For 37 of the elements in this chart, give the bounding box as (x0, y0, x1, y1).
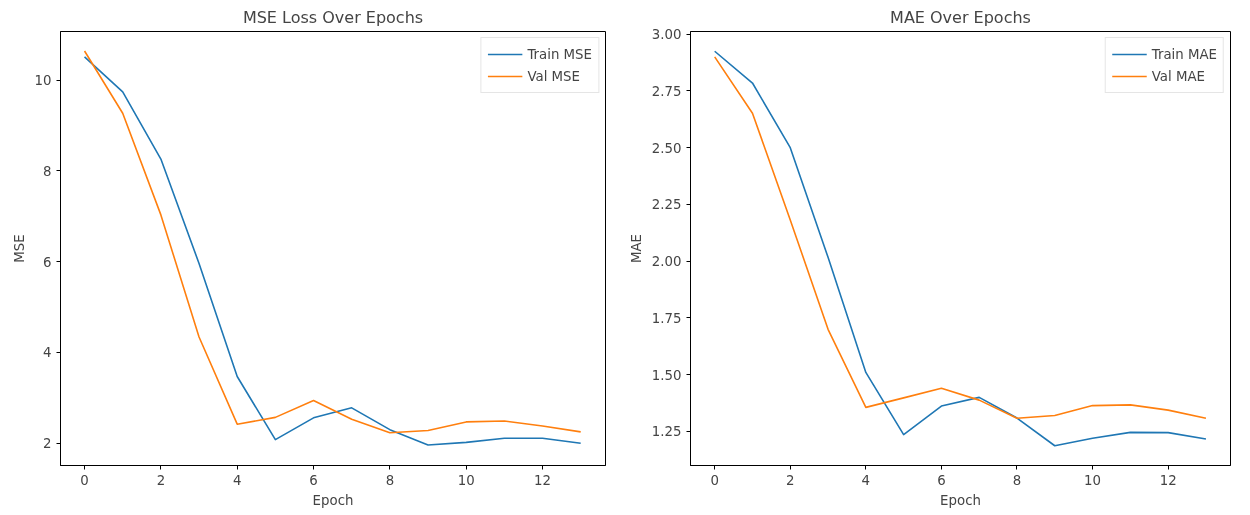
y-tick-label: 4 (43, 345, 52, 361)
chart-title: MAE Over Epochs (890, 7, 1031, 27)
y-axis-title: MSE (11, 234, 27, 263)
x-tick-label: 0 (80, 472, 89, 488)
legend-label: Val MSE (527, 68, 580, 84)
y-tick-label: 8 (43, 163, 52, 179)
x-tick-label: 4 (861, 472, 871, 488)
x-tick-label: 8 (1012, 472, 1022, 488)
chart-title: MSE Loss Over Epochs (242, 7, 424, 27)
y-tick-label: 10 (34, 73, 52, 89)
y-tick-label: 3.00 (651, 27, 682, 43)
x-tick-label: 6 (937, 472, 946, 488)
legend-label: Val MAE (1151, 68, 1205, 84)
x-tick-label: 2 (156, 472, 166, 488)
y-tick-label: 2.00 (651, 254, 682, 270)
x-tick-label: 0 (710, 472, 719, 488)
x-tick-label: 8 (385, 472, 395, 488)
y-tick-label: 6 (43, 254, 52, 270)
y-tick-label: 2.75 (651, 83, 682, 99)
x-tick-label: 4 (232, 472, 242, 488)
y-tick-label: 2.25 (651, 197, 682, 213)
x-tick-label: 12 (1159, 472, 1177, 488)
x-tick-label: 10 (1084, 472, 1102, 488)
y-tick-label: 1.50 (651, 367, 682, 383)
y-tick-label: 1.25 (651, 424, 682, 440)
x-tick-label: 10 (457, 472, 475, 488)
x-tick-label: 2 (786, 472, 795, 488)
x-axis-title: Epoch (940, 492, 981, 508)
x-tick-label: 12 (534, 472, 552, 488)
legend-label: Train MSE (527, 46, 592, 62)
x-axis-title: Epoch (312, 492, 354, 508)
y-tick-label: 2.50 (651, 140, 682, 156)
y-axis-title: MAE (628, 233, 644, 264)
y-tick-label: 1.75 (651, 310, 682, 326)
x-tick-label: 6 (309, 472, 318, 488)
y-tick-label: 2 (43, 436, 52, 452)
legend-label: Train MAE (1151, 46, 1217, 62)
